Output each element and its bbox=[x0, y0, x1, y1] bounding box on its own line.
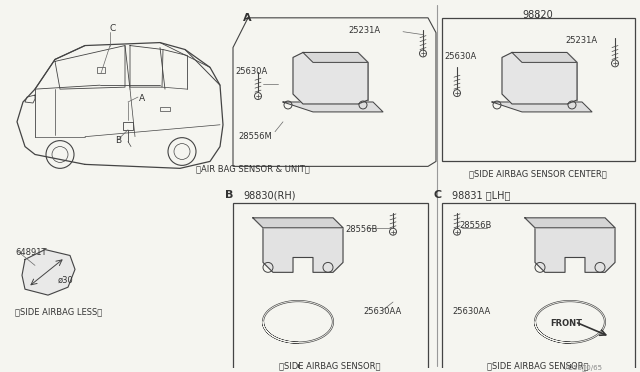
Polygon shape bbox=[253, 218, 343, 228]
Polygon shape bbox=[502, 52, 577, 104]
Text: 〈SIDE AIRBAG SENSOR〉: 〈SIDE AIRBAG SENSOR〉 bbox=[279, 362, 381, 371]
Text: B: B bbox=[225, 190, 234, 200]
Bar bbox=[442, 18, 635, 161]
Text: 25630A: 25630A bbox=[444, 52, 476, 61]
Bar bbox=[160, 107, 170, 111]
Text: 25630AA: 25630AA bbox=[452, 307, 490, 316]
Text: FRONT: FRONT bbox=[550, 319, 582, 328]
Polygon shape bbox=[512, 52, 577, 62]
Text: 25231A: 25231A bbox=[565, 36, 597, 45]
Text: C: C bbox=[434, 190, 442, 200]
Polygon shape bbox=[283, 102, 383, 112]
Text: 25630AA: 25630AA bbox=[363, 307, 401, 316]
Polygon shape bbox=[525, 218, 615, 228]
Text: C: C bbox=[110, 24, 116, 33]
Polygon shape bbox=[253, 218, 343, 272]
Polygon shape bbox=[303, 52, 368, 62]
Text: 〈SIDE AIRBAG LESS〉: 〈SIDE AIRBAG LESS〉 bbox=[15, 307, 102, 316]
Text: 28556B: 28556B bbox=[459, 221, 492, 230]
Text: 〈AIR BAG SENSOR & UNIT〉: 〈AIR BAG SENSOR & UNIT〉 bbox=[196, 164, 310, 173]
Text: B: B bbox=[115, 136, 121, 145]
Bar bbox=[442, 203, 635, 371]
Bar bbox=[123, 122, 133, 130]
Bar bbox=[233, 203, 428, 371]
Text: 98820: 98820 bbox=[523, 10, 554, 20]
Text: 98830(RH): 98830(RH) bbox=[243, 190, 296, 200]
Text: 〈SIDE AIRBAG SENSOR CENTER〉: 〈SIDE AIRBAG SENSOR CENTER〉 bbox=[469, 169, 607, 178]
Text: A253⁦0/65: A253⁦0/65 bbox=[565, 365, 603, 371]
Text: 28556M: 28556M bbox=[238, 132, 272, 141]
Text: 28556B: 28556B bbox=[345, 225, 378, 234]
Text: 25630A: 25630A bbox=[235, 67, 268, 76]
Polygon shape bbox=[525, 218, 615, 272]
Text: A: A bbox=[139, 94, 145, 103]
Text: A: A bbox=[243, 13, 252, 23]
Bar bbox=[97, 67, 105, 73]
Text: 25231A: 25231A bbox=[348, 26, 380, 35]
Text: 64891T: 64891T bbox=[15, 248, 47, 257]
Text: ø30: ø30 bbox=[58, 275, 74, 284]
Polygon shape bbox=[293, 52, 368, 104]
Text: 〈SIDE AIRBAG SENSOR〉: 〈SIDE AIRBAG SENSOR〉 bbox=[487, 362, 589, 371]
Text: 98831 〈LH〉: 98831 〈LH〉 bbox=[452, 190, 510, 200]
Polygon shape bbox=[492, 102, 592, 112]
Polygon shape bbox=[22, 250, 75, 295]
